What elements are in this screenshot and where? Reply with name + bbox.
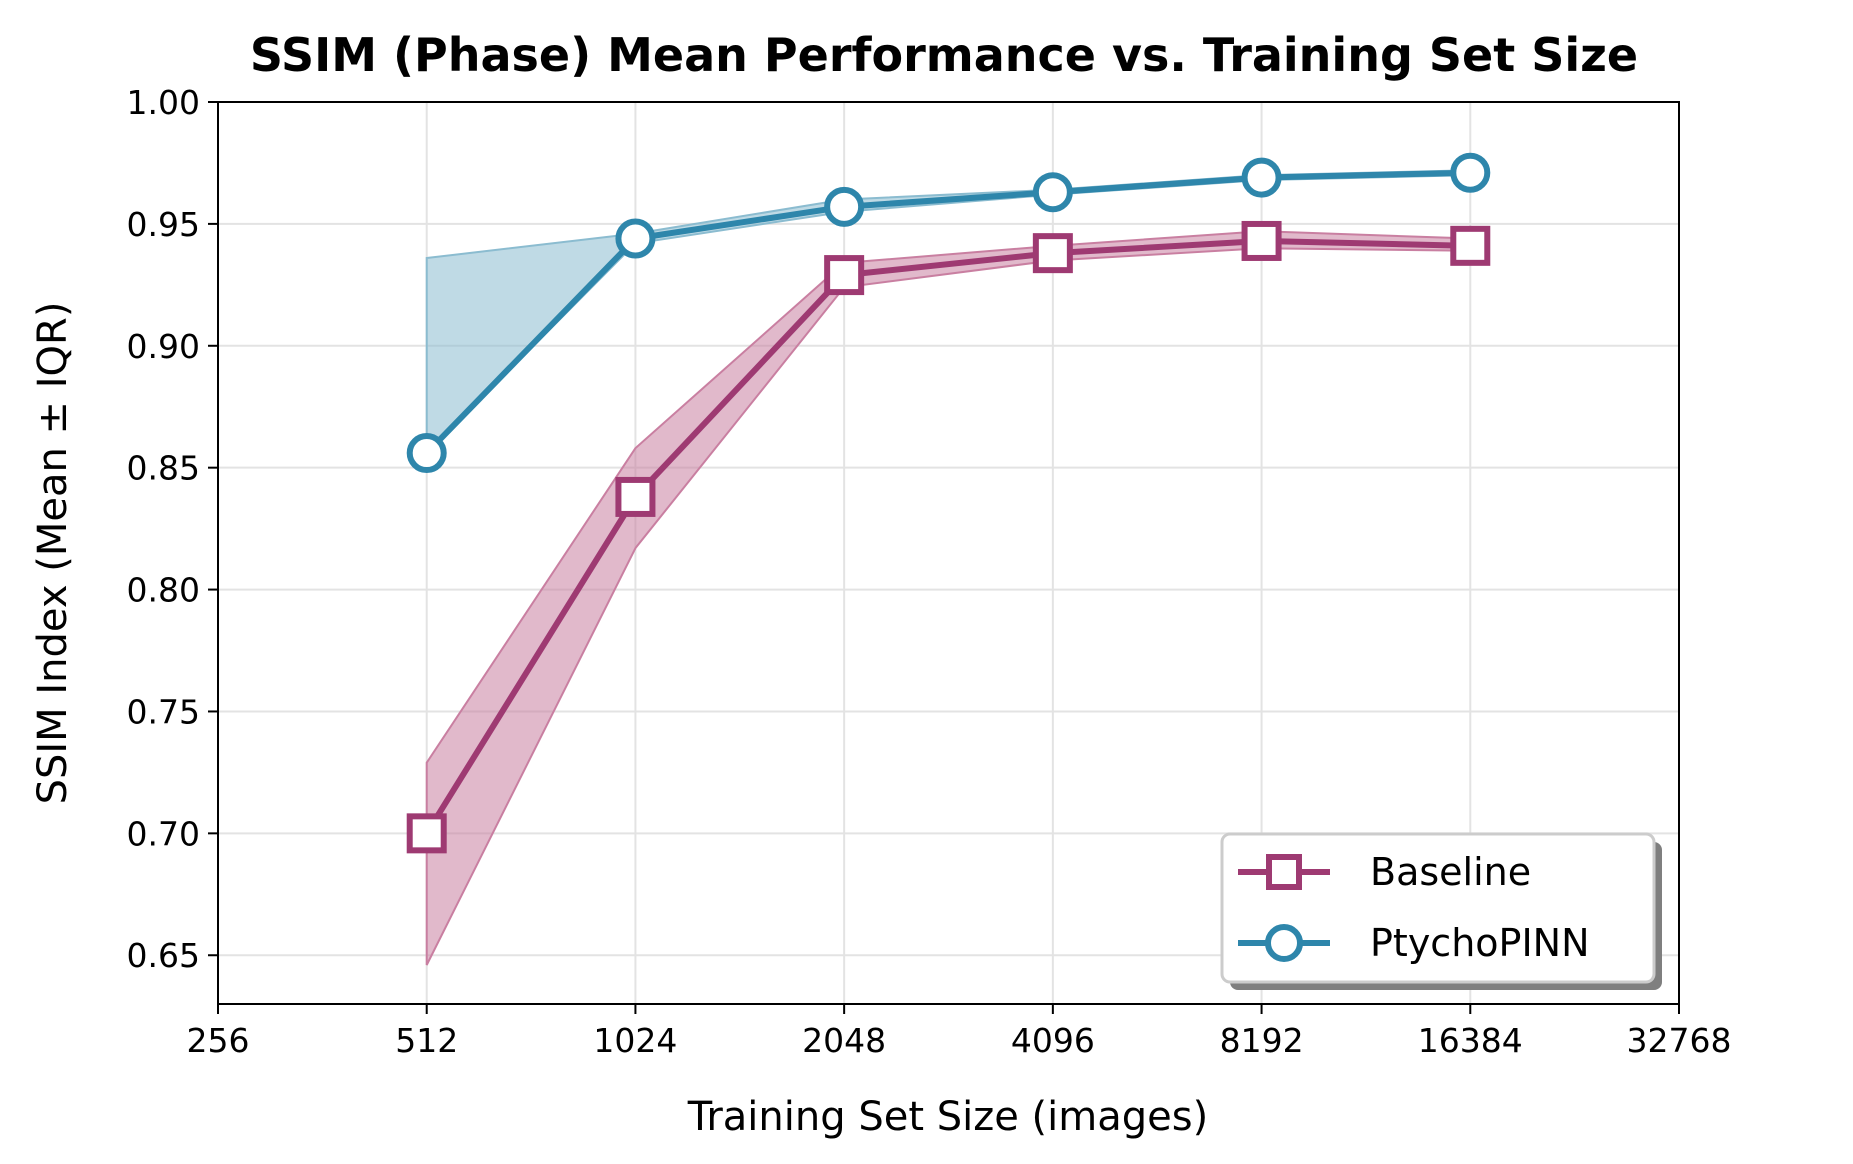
data-point xyxy=(1450,152,1491,193)
plot-frame xyxy=(217,101,1680,1005)
data-point xyxy=(1241,157,1282,198)
y-tick-label: 0.90 xyxy=(127,327,200,366)
data-point xyxy=(1241,220,1282,261)
series-line xyxy=(424,169,1471,456)
x-axis-ticks: 256 512 1024 2048 4096 8192 16384 32768 xyxy=(187,1004,1732,1060)
y-tick-label: 1.00 xyxy=(127,83,200,122)
x-tick-label: 16384 xyxy=(1418,1021,1523,1060)
y-tick-label: 0.65 xyxy=(127,936,200,975)
x-tick-label: 1024 xyxy=(593,1021,677,1060)
y-axis-ticks: 0.65 0.70 0.75 0.80 0.85 0.90 0.95 1.00 xyxy=(127,83,218,975)
x-tick-label: 8192 xyxy=(1220,1021,1304,1060)
y-tick-label: 0.70 xyxy=(127,814,200,853)
legend: Baseline PtychoPINN xyxy=(1220,832,1662,990)
legend-marker xyxy=(1266,854,1302,890)
iqr-band xyxy=(425,169,1472,456)
data-point xyxy=(406,433,447,474)
chart-title: SSIM (Phase) Mean Performance vs. Traini… xyxy=(250,28,1638,82)
data-point xyxy=(1450,225,1491,266)
x-tick-label: 32768 xyxy=(1627,1021,1732,1060)
data-point xyxy=(406,813,447,854)
series-markers xyxy=(406,152,1491,854)
data-point xyxy=(615,218,656,259)
data-point xyxy=(1032,233,1073,274)
y-tick-label: 0.75 xyxy=(127,692,200,731)
x-axis-label: Training Set Size (images) xyxy=(687,1094,1208,1140)
series-lines xyxy=(424,169,1471,835)
y-tick-label: 0.85 xyxy=(127,449,200,488)
series-line xyxy=(424,237,1471,835)
data-point xyxy=(824,255,865,296)
legend-label: Baseline xyxy=(1370,850,1531,894)
x-tick-label: 512 xyxy=(395,1021,458,1060)
data-point xyxy=(615,476,656,517)
y-tick-label: 0.95 xyxy=(127,205,200,244)
legend-label: PtychoPINN xyxy=(1370,921,1590,965)
data-point xyxy=(1032,172,1073,213)
y-tick-label: 0.80 xyxy=(127,571,200,610)
x-tick-label: 2048 xyxy=(802,1021,886,1060)
legend-marker xyxy=(1265,924,1303,962)
data-point xyxy=(824,186,865,227)
x-tick-label: 4096 xyxy=(1011,1021,1095,1060)
y-axis-label: SSIM Index (Mean ± IQR) xyxy=(30,302,76,805)
x-tick-label: 256 xyxy=(187,1021,250,1060)
